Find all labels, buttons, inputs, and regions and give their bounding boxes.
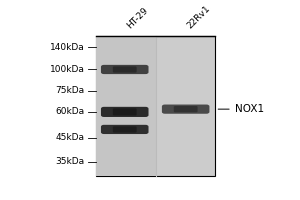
FancyBboxPatch shape <box>97 36 215 176</box>
Text: HT-29: HT-29 <box>125 6 149 31</box>
FancyBboxPatch shape <box>113 126 136 133</box>
Text: NOX1: NOX1 <box>218 104 264 114</box>
Text: 100kDa: 100kDa <box>50 65 85 74</box>
FancyBboxPatch shape <box>101 65 148 74</box>
FancyBboxPatch shape <box>97 36 156 176</box>
Text: 35kDa: 35kDa <box>56 157 85 166</box>
FancyBboxPatch shape <box>113 66 136 73</box>
Text: 75kDa: 75kDa <box>56 86 85 95</box>
FancyBboxPatch shape <box>113 108 136 116</box>
Text: 140kDa: 140kDa <box>50 43 85 52</box>
FancyBboxPatch shape <box>162 105 209 114</box>
FancyBboxPatch shape <box>101 107 148 117</box>
FancyBboxPatch shape <box>101 125 148 134</box>
FancyBboxPatch shape <box>174 106 198 112</box>
Text: 45kDa: 45kDa <box>56 133 85 142</box>
Text: 22Rv1: 22Rv1 <box>186 4 212 31</box>
Text: 60kDa: 60kDa <box>56 107 85 116</box>
